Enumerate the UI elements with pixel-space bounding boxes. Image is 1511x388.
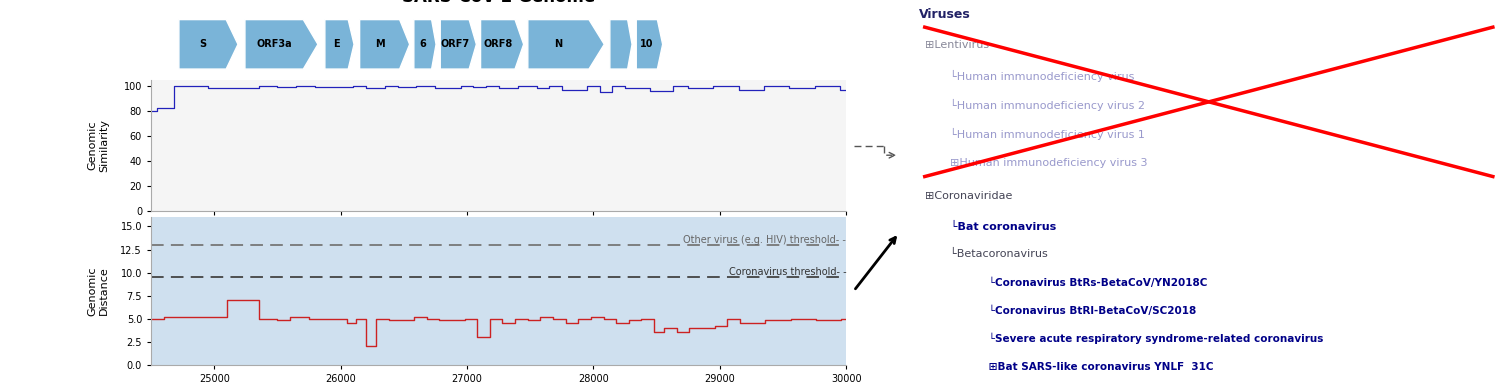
Text: ORF8: ORF8 <box>484 39 512 49</box>
Text: ORF7: ORF7 <box>440 39 470 49</box>
Polygon shape <box>480 19 524 69</box>
Text: ⊞Bat SARS-like coronavirus YNLF  31C: ⊞Bat SARS-like coronavirus YNLF 31C <box>967 362 1213 372</box>
Text: 10: 10 <box>641 39 654 49</box>
Text: Genomic
Distance: Genomic Distance <box>88 266 109 316</box>
Polygon shape <box>245 19 317 69</box>
Text: S: S <box>199 39 205 49</box>
Text: Genomic
Similarity: Genomic Similarity <box>88 119 109 172</box>
Polygon shape <box>414 19 437 69</box>
Text: E: E <box>334 39 340 49</box>
Text: └Coronavirus BtRl-BetaCoV/SC2018: └Coronavirus BtRl-BetaCoV/SC2018 <box>967 305 1197 315</box>
Text: ORF3a: ORF3a <box>257 39 292 49</box>
Text: ⊞Lentivirus: ⊞Lentivirus <box>925 40 988 50</box>
Polygon shape <box>440 19 476 69</box>
Text: N: N <box>555 39 562 49</box>
Polygon shape <box>178 19 239 69</box>
Text: ⊞Coronaviridae: ⊞Coronaviridae <box>925 191 1012 201</box>
Text: 6: 6 <box>420 39 426 49</box>
Polygon shape <box>527 19 604 69</box>
Text: └Bat coronavirus: └Bat coronavirus <box>943 222 1056 232</box>
Text: └Betacoronavirus: └Betacoronavirus <box>943 249 1047 259</box>
Polygon shape <box>636 19 663 69</box>
Text: Coronavirus threshold- -: Coronavirus threshold- - <box>728 267 846 277</box>
Text: └Severe acute respiratory syndrome-related coronavirus: └Severe acute respiratory syndrome-relat… <box>967 333 1324 344</box>
Text: └Human immunodeficiency virus 2: └Human immunodeficiency virus 2 <box>943 99 1145 111</box>
Text: M: M <box>375 39 384 49</box>
Text: └Human immunodeficiency virus 1: └Human immunodeficiency virus 1 <box>943 128 1145 140</box>
Text: Viruses: Viruses <box>919 8 970 21</box>
Text: ⊞Human immunodeficiency virus 3: ⊞Human immunodeficiency virus 3 <box>943 158 1147 168</box>
Text: └Coronavirus BtRs-BetaCoV/YN2018C: └Coronavirus BtRs-BetaCoV/YN2018C <box>967 278 1207 288</box>
Text: SARS-CoV-2 Genome: SARS-CoV-2 Genome <box>402 0 595 6</box>
Polygon shape <box>325 19 354 69</box>
Polygon shape <box>360 19 409 69</box>
Polygon shape <box>610 19 632 69</box>
Text: └Human immunodeficiency virus: └Human immunodeficiency virus <box>943 69 1135 82</box>
Text: Other virus (e.g. HIV) threshold- -: Other virus (e.g. HIV) threshold- - <box>683 235 846 245</box>
